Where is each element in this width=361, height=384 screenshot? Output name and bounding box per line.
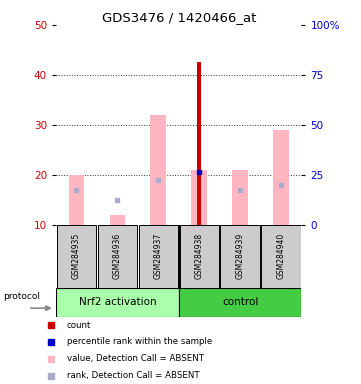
Bar bbox=[56, 288, 179, 317]
Text: GSM284937: GSM284937 bbox=[154, 233, 163, 280]
Text: protocol: protocol bbox=[3, 291, 40, 301]
Text: Nrf2 activation: Nrf2 activation bbox=[78, 297, 156, 308]
Text: control: control bbox=[222, 297, 258, 308]
Bar bbox=[69, 175, 84, 225]
Title: GDS3476 / 1420466_at: GDS3476 / 1420466_at bbox=[101, 11, 256, 24]
Text: GSM284935: GSM284935 bbox=[72, 233, 81, 280]
Bar bbox=[261, 225, 301, 288]
Text: GSM284936: GSM284936 bbox=[113, 233, 122, 280]
Text: GSM284939: GSM284939 bbox=[236, 233, 244, 280]
Bar bbox=[139, 225, 178, 288]
Bar bbox=[109, 215, 125, 225]
Bar bbox=[98, 225, 137, 288]
Text: percentile rank within the sample: percentile rank within the sample bbox=[67, 338, 212, 346]
Bar bbox=[197, 62, 201, 225]
Text: GSM284940: GSM284940 bbox=[277, 233, 286, 280]
Bar bbox=[273, 130, 289, 225]
Text: count: count bbox=[67, 321, 91, 330]
Bar bbox=[179, 288, 301, 317]
Bar bbox=[57, 225, 96, 288]
Bar bbox=[191, 170, 207, 225]
Bar bbox=[232, 170, 248, 225]
Bar bbox=[151, 115, 166, 225]
Text: rank, Detection Call = ABSENT: rank, Detection Call = ABSENT bbox=[67, 371, 200, 380]
Text: value, Detection Call = ABSENT: value, Detection Call = ABSENT bbox=[67, 354, 204, 363]
Text: GSM284938: GSM284938 bbox=[195, 233, 204, 280]
Bar bbox=[179, 225, 219, 288]
Bar bbox=[221, 225, 260, 288]
